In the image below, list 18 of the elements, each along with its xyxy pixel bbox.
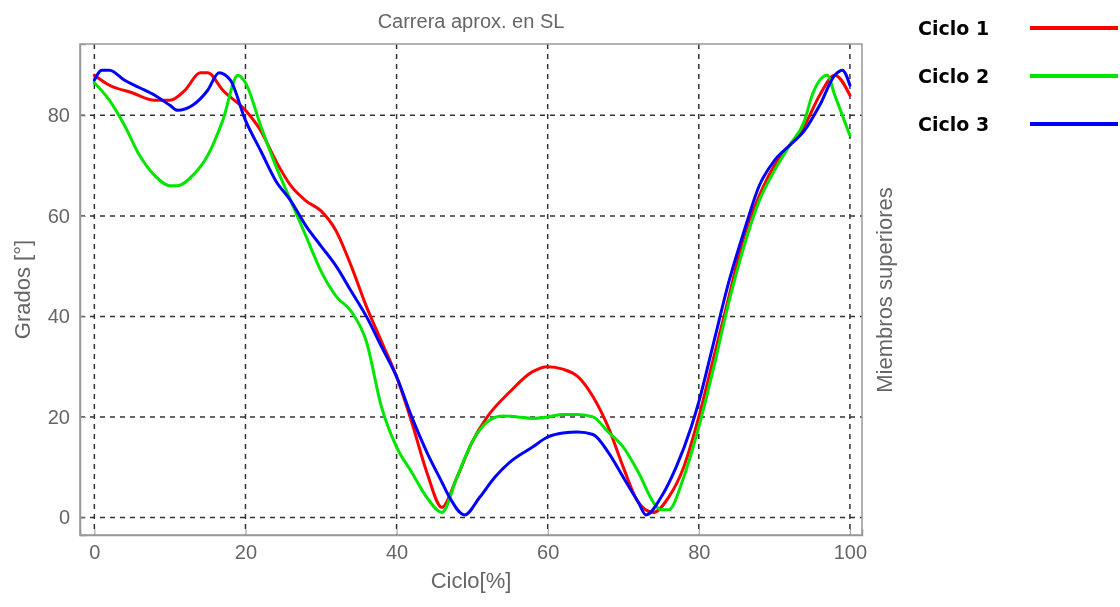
y-tick-label: 0 [58,506,70,529]
x-tick-label: 60 [537,541,560,564]
x-tick-label: 40 [385,541,409,564]
x-tick-label: 100 [833,541,868,564]
y-tick-label: 60 [47,204,70,227]
y-axis-title: Grados [°] [10,239,35,340]
legend-label: Ciclo 2 [918,65,990,87]
x-tick-label: 80 [688,541,711,564]
x-axis-title: Ciclo[%] [430,568,512,593]
x-tick-label: 0 [89,541,101,564]
x-tick-label: 20 [234,541,258,564]
y2-axis-title: Miembros superiores [872,187,897,393]
y-tick-label: 80 [47,104,70,127]
y-tick-label: 40 [47,305,70,328]
legend-label: Ciclo 3 [918,113,990,135]
legend-label: Ciclo 1 [918,17,990,39]
chart-title: Carrera aprox. en SL [377,10,565,32]
y-tick-label: 20 [47,405,70,428]
